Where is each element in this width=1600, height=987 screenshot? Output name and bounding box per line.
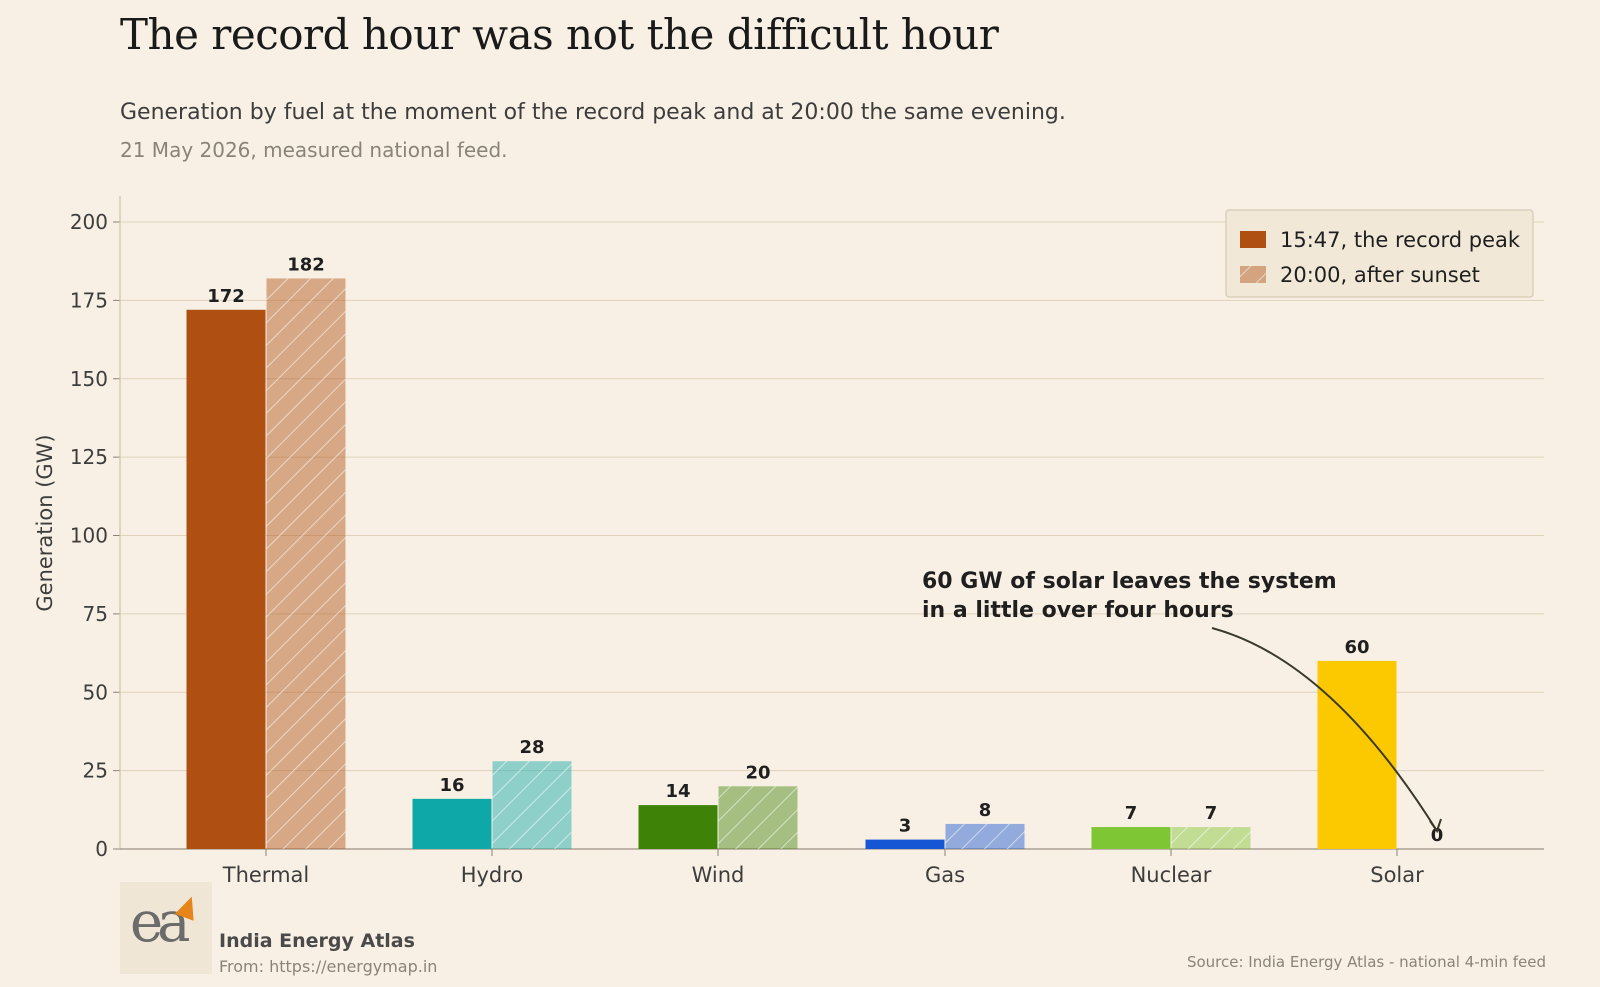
data-label: 182 xyxy=(287,254,325,275)
x-tick-label: Wind xyxy=(692,863,745,887)
chart-title: The record hour was not the difficult ho… xyxy=(120,10,999,59)
brand-url: From: https://energymap.in xyxy=(219,957,438,976)
annotation-arrowhead xyxy=(1429,818,1442,834)
legend-swatch xyxy=(1240,231,1266,248)
data-label: 3 xyxy=(899,816,912,837)
bar-wind-peak xyxy=(638,805,718,849)
y-axis-label: Generation (GW) xyxy=(33,434,57,611)
logo-text: ea xyxy=(130,890,190,955)
data-label: 0 xyxy=(1431,825,1444,846)
annotation-text: 60 GW of solar leaves the system xyxy=(922,569,1337,594)
data-label: 20 xyxy=(745,762,770,783)
data-label: 14 xyxy=(665,781,690,802)
legend-box xyxy=(1225,209,1534,298)
bar-nuclear-peak xyxy=(1091,827,1171,849)
bar-thermal-peak xyxy=(186,309,266,849)
x-tick-label: Hydro xyxy=(461,863,524,887)
legend-swatch xyxy=(1240,266,1266,283)
y-tick-label: 75 xyxy=(83,602,108,626)
bar-gas-peak xyxy=(865,839,945,849)
data-label: 7 xyxy=(1205,803,1218,824)
data-label: 16 xyxy=(439,775,464,796)
bar-nuclear-evening xyxy=(1171,827,1251,849)
data-label: 172 xyxy=(207,286,245,307)
x-tick-label: Solar xyxy=(1370,863,1424,887)
data-label: 8 xyxy=(979,800,992,821)
y-tick-label: 200 xyxy=(70,210,108,234)
data-label: 28 xyxy=(519,737,544,758)
y-tick-label: 175 xyxy=(70,288,108,312)
y-tick-label: 50 xyxy=(83,680,108,704)
data-label: 60 xyxy=(1344,637,1369,658)
y-tick-label: 0 xyxy=(95,837,108,861)
y-tick-label: 100 xyxy=(70,524,108,548)
chart-subtitle: Generation by fuel at the moment of the … xyxy=(120,100,1066,125)
legend-label: 15:47, the record peak xyxy=(1280,228,1521,252)
annotation-arrow xyxy=(1211,627,1438,832)
y-tick-label: 125 xyxy=(70,445,108,469)
bar-hydro-evening xyxy=(492,761,572,849)
brand-name: India Energy Atlas xyxy=(219,930,415,952)
x-tick-label: Thermal xyxy=(222,863,309,887)
logo: ea xyxy=(120,882,212,974)
bar-hydro-peak xyxy=(412,798,492,849)
bar-thermal-evening xyxy=(266,278,346,849)
bar-gas-evening xyxy=(945,823,1025,849)
annotation-text: in a little over four hours xyxy=(922,598,1234,623)
x-tick-label: Nuclear xyxy=(1131,863,1212,887)
data-label: 7 xyxy=(1125,803,1138,824)
y-tick-label: 150 xyxy=(70,367,108,391)
chart-caption: 21 May 2026, measured national feed. xyxy=(120,138,508,162)
x-tick-label: Gas xyxy=(925,863,965,887)
bar-wind-evening xyxy=(718,786,798,849)
legend-label: 20:00, after sunset xyxy=(1280,263,1480,287)
y-tick-label: 25 xyxy=(83,759,108,783)
source-note: Source: India Energy Atlas - national 4-… xyxy=(1186,953,1546,971)
